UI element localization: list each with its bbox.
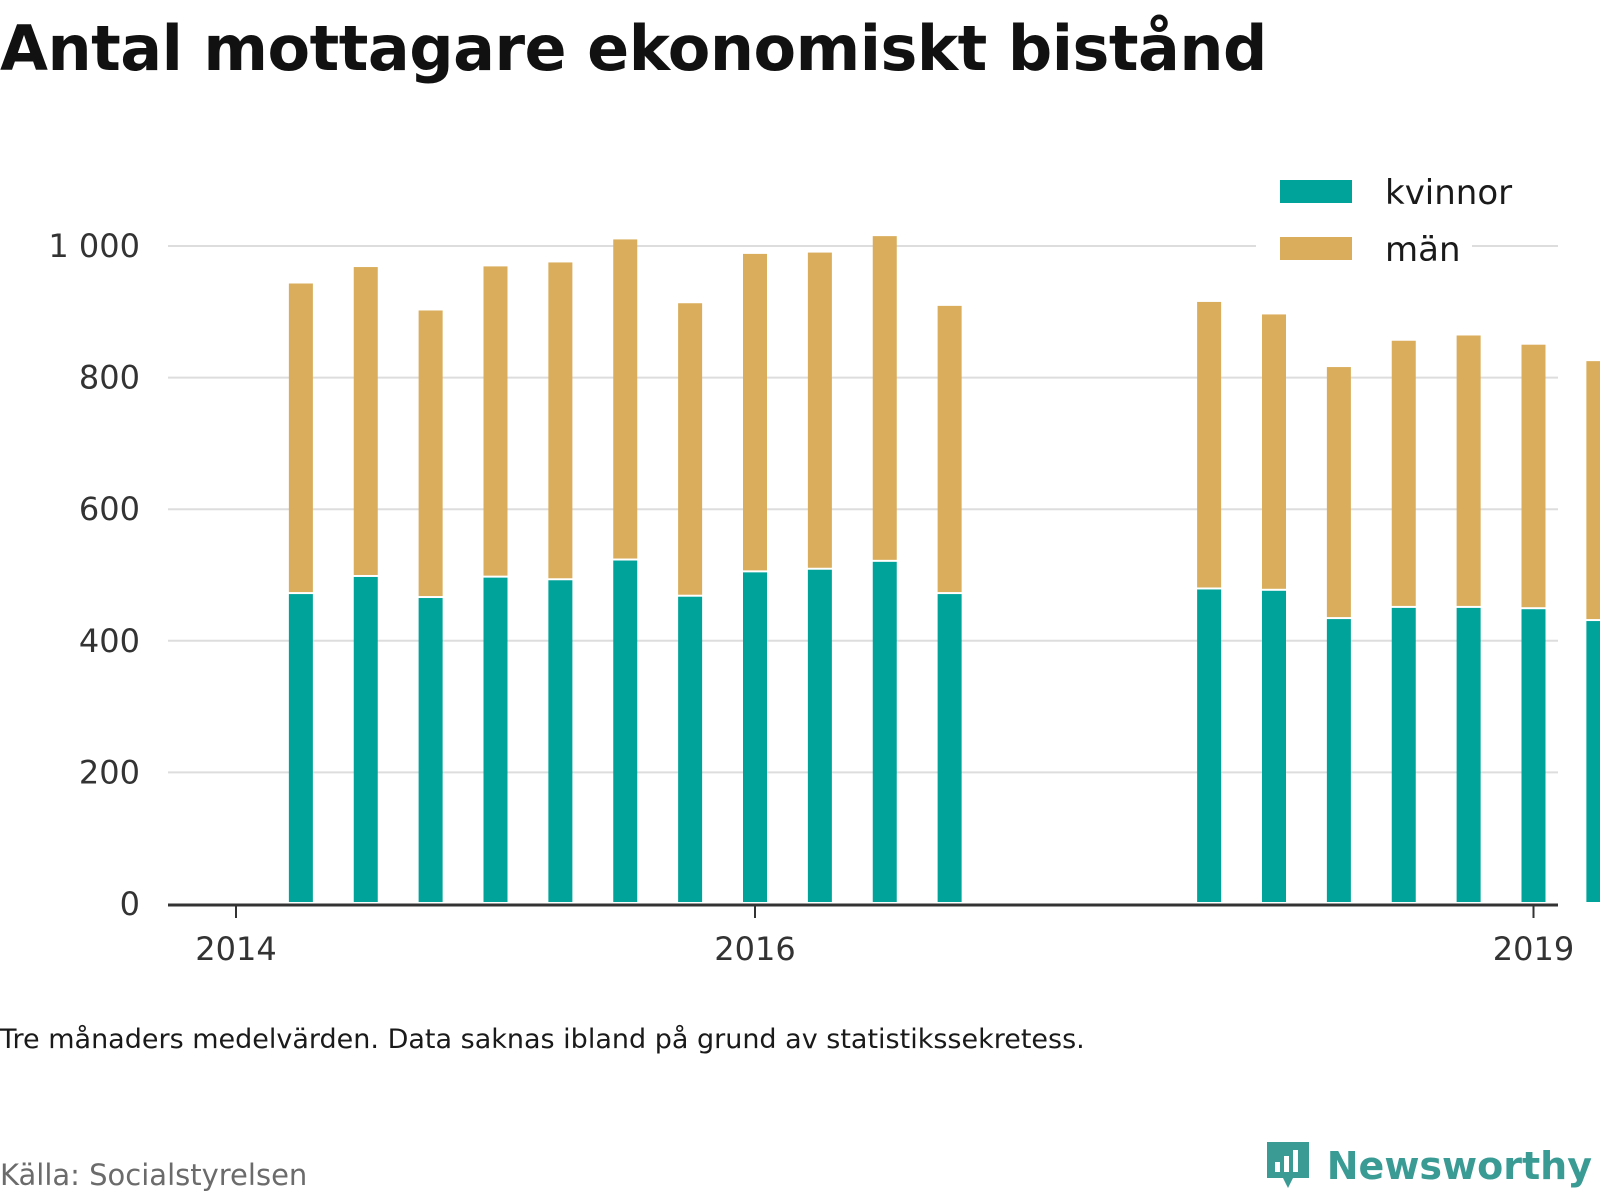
legend-swatch-man xyxy=(1280,237,1352,260)
bar-kvinnor xyxy=(1326,619,1351,902)
bar-kvinnor xyxy=(1456,607,1481,902)
bar-kvinnor xyxy=(872,561,897,902)
brand-logo: Newsworthy xyxy=(1263,1138,1592,1194)
bar-man xyxy=(1197,301,1222,588)
y-tick-label: 600 xyxy=(79,490,140,528)
bar-man xyxy=(548,262,573,579)
bar-kvinnor xyxy=(1586,621,1600,902)
bar-kvinnor xyxy=(418,598,443,902)
bars xyxy=(288,236,1600,902)
bar-man xyxy=(418,310,443,597)
bar-kvinnor xyxy=(743,572,767,902)
bar-man xyxy=(1586,361,1600,620)
bar-man xyxy=(613,239,638,559)
y-tick-label: 0 xyxy=(120,885,140,923)
source-text: Källa: Socialstyrelsen xyxy=(0,1158,308,1192)
bar-man xyxy=(937,305,962,593)
bar-man xyxy=(1326,367,1351,618)
bar-kvinnor xyxy=(1197,589,1222,902)
bar-man xyxy=(288,283,313,593)
bar-kvinnor xyxy=(1262,590,1286,902)
bar-man xyxy=(483,266,508,576)
bar-kvinnor xyxy=(937,594,962,902)
chart-title: Antal mottagare ekonomiskt bistånd xyxy=(0,12,1267,85)
y-tick-label: 1 000 xyxy=(48,227,140,265)
bar-kvinnor xyxy=(678,596,703,902)
bar-kvinnor xyxy=(288,594,313,902)
bar-kvinnor xyxy=(1391,607,1416,902)
y-axis-ticks: 0 200 400 600 800 1 000 xyxy=(48,227,140,923)
x-axis: 20142016201920212023 xyxy=(168,903,1574,968)
x-tick-label: 2014 xyxy=(195,930,276,968)
bar-man xyxy=(1521,344,1546,608)
chart-note: Tre månaders medelvärden. Data saknas ib… xyxy=(0,1024,1085,1055)
bar-kvinnor xyxy=(483,577,508,902)
bar-kvinnor xyxy=(807,569,832,902)
bar-kvinnor xyxy=(1521,609,1546,902)
legend-swatch-kvinnor xyxy=(1280,180,1352,203)
legend: kvinnor män xyxy=(1256,168,1512,278)
legend-label-kvinnor: kvinnor xyxy=(1385,173,1512,213)
bar-man xyxy=(807,252,832,568)
x-tick-label: 2016 xyxy=(714,930,795,968)
y-tick-label: 400 xyxy=(79,622,140,660)
legend-label-man: män xyxy=(1385,230,1461,270)
bar-man xyxy=(353,267,378,575)
bar-man xyxy=(1391,340,1416,606)
bar-kvinnor xyxy=(548,580,573,902)
bar-man xyxy=(1262,314,1286,589)
y-tick-label: 200 xyxy=(79,753,140,791)
bar-man xyxy=(872,236,897,560)
x-tick-label: 2019 xyxy=(1493,930,1574,968)
bar-kvinnor xyxy=(353,576,378,902)
newsworthy-logo-icon xyxy=(1266,1142,1309,1188)
bar-man xyxy=(743,253,767,571)
bar-man xyxy=(1456,335,1481,606)
gridlines xyxy=(168,245,1558,774)
brand-name: Newsworthy xyxy=(1326,1144,1592,1188)
y-tick-label: 800 xyxy=(79,359,140,397)
bar-kvinnor xyxy=(613,560,638,902)
bar-man xyxy=(678,303,703,595)
